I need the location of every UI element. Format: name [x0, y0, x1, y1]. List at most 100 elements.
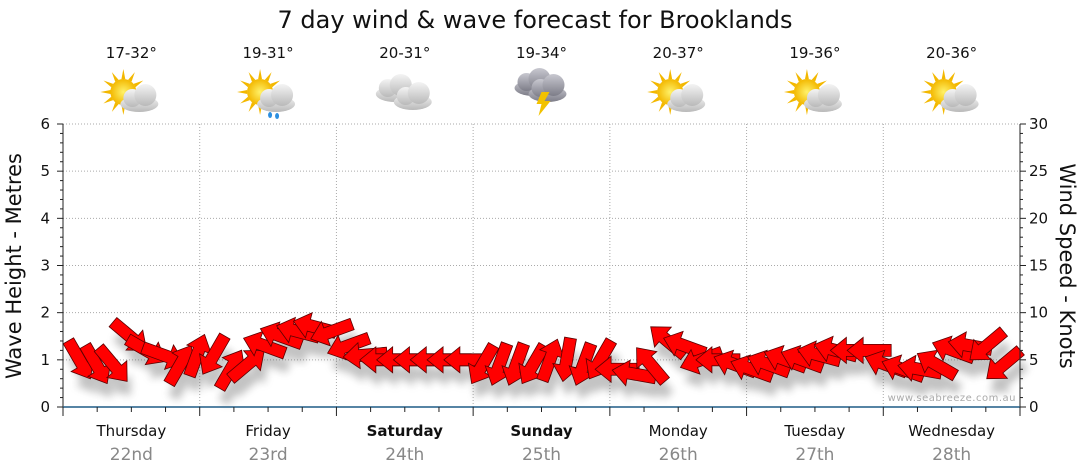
- sun-ray: [680, 80, 691, 88]
- sun-ray: [258, 69, 263, 80]
- date-label: 26th: [659, 445, 698, 465]
- wind-arrows: [62, 311, 1025, 392]
- day-temperature: 19-36°: [789, 44, 840, 62]
- storm-cloud-icon: [514, 68, 567, 116]
- wind-arrow: [199, 332, 231, 375]
- right-tick-label: 5: [1029, 351, 1039, 369]
- sun-ray: [240, 96, 250, 104]
- day-temperature: 19-31°: [243, 44, 294, 62]
- date-label: 25th: [522, 445, 561, 465]
- wind-arrow: [183, 333, 212, 379]
- date-label: 24th: [385, 445, 424, 465]
- wind-arrow: [310, 317, 355, 347]
- date-label: 22nd: [110, 445, 153, 465]
- cloud-part: [271, 84, 294, 106]
- right-tick-label: 10: [1029, 304, 1048, 322]
- day-label: Sunday: [510, 422, 573, 440]
- right-tick-label: 15: [1029, 257, 1048, 275]
- arrow-shadow: [990, 359, 1029, 393]
- day-label: Monday: [649, 422, 708, 440]
- day-label: Friday: [245, 422, 291, 440]
- sun-cloud-rain-icon: [237, 69, 296, 119]
- raindrop: [275, 113, 280, 119]
- cloud-part: [407, 82, 430, 104]
- watermark: www.seabreeze.com.au: [888, 393, 1016, 404]
- sun-ray: [264, 72, 272, 82]
- arrow-shadow: [230, 364, 269, 398]
- cloud-part: [542, 74, 565, 96]
- cloud-icon: [375, 74, 432, 110]
- cloud-part: [681, 84, 704, 106]
- day-temperature: 20-37°: [653, 44, 704, 62]
- right-tick-label: 0: [1029, 398, 1039, 416]
- wind-arrow: [916, 349, 959, 382]
- day-label: Thursday: [95, 422, 166, 440]
- day-temperature: 20-36°: [926, 44, 977, 62]
- sun-ray: [121, 69, 126, 80]
- sun-ray: [953, 80, 964, 88]
- sun-ray: [795, 72, 803, 82]
- sun-cloud-icon: [647, 69, 706, 115]
- arrow-shadow: [616, 374, 661, 400]
- sun-ray: [811, 72, 819, 82]
- left-tick-label: 4: [40, 209, 50, 227]
- sun-ray: [111, 72, 119, 82]
- right-tick-label: 25: [1029, 162, 1048, 180]
- sun-ray: [674, 72, 682, 82]
- sun-ray: [948, 72, 956, 82]
- sun-ray: [923, 96, 934, 104]
- day-temperature: 17-32°: [106, 44, 157, 62]
- day-temperature: 19-34°: [516, 44, 567, 62]
- wind-arrow: [846, 336, 892, 365]
- sun-ray: [795, 102, 803, 112]
- wind-arrow: [969, 326, 1009, 361]
- left-tick-label: 2: [40, 304, 50, 322]
- sun-ray: [100, 90, 111, 94]
- axes: 0 1 2 3 4 5 6 0 5 10 15 20 25 30 Thursday 22nd Friday 23r…: [40, 115, 1048, 465]
- arrow-shadow: [734, 368, 779, 397]
- sun-ray: [658, 72, 666, 82]
- sun-ray: [111, 102, 119, 112]
- right-tick-label: 30: [1029, 115, 1048, 133]
- arrow-shadow: [973, 340, 1012, 374]
- wind-arrow: [467, 341, 500, 385]
- sun-cloud-icon: [100, 69, 159, 115]
- wind-arrow: [226, 350, 265, 384]
- sun-ray: [103, 96, 114, 104]
- sun-ray: [248, 102, 256, 112]
- cloud-part: [134, 84, 157, 106]
- sun-ray: [658, 102, 666, 112]
- sun-ray: [240, 80, 250, 88]
- date-label: 27th: [795, 445, 834, 465]
- sun-ray: [237, 90, 248, 94]
- day-label: Wednesday: [908, 422, 995, 440]
- right-tick-label: 20: [1029, 209, 1048, 227]
- sun-ray: [817, 80, 827, 88]
- sun-ray: [787, 96, 797, 104]
- wind-arrow: [663, 330, 708, 360]
- sun-ray: [128, 72, 135, 82]
- day-temperature: 20-31°: [379, 44, 430, 62]
- chart-title: 7 day wind & wave forecast for Brookland…: [277, 6, 792, 34]
- sun-ray: [248, 72, 256, 82]
- sun-ray: [787, 80, 797, 88]
- date-label: 23rd: [249, 445, 288, 465]
- sun-ray: [668, 69, 673, 80]
- raindrop: [268, 112, 273, 118]
- day-label: Saturday: [367, 422, 444, 440]
- sun-ray: [923, 80, 934, 88]
- wind-arrow: [242, 330, 288, 360]
- sun-ray: [920, 90, 931, 94]
- sun-ray: [932, 72, 939, 82]
- cloud-part: [817, 84, 840, 106]
- left-tick-label: 0: [40, 398, 50, 416]
- sun-ray: [932, 102, 939, 112]
- wind-arrow: [636, 347, 671, 386]
- sun-ray: [650, 80, 661, 88]
- left-tick-label: 1: [40, 351, 50, 369]
- sun-ray: [647, 90, 658, 94]
- date-label: 28th: [932, 445, 971, 465]
- sun-ray: [941, 69, 946, 80]
- wind-arrow: [536, 338, 565, 384]
- sun-ray: [650, 96, 661, 104]
